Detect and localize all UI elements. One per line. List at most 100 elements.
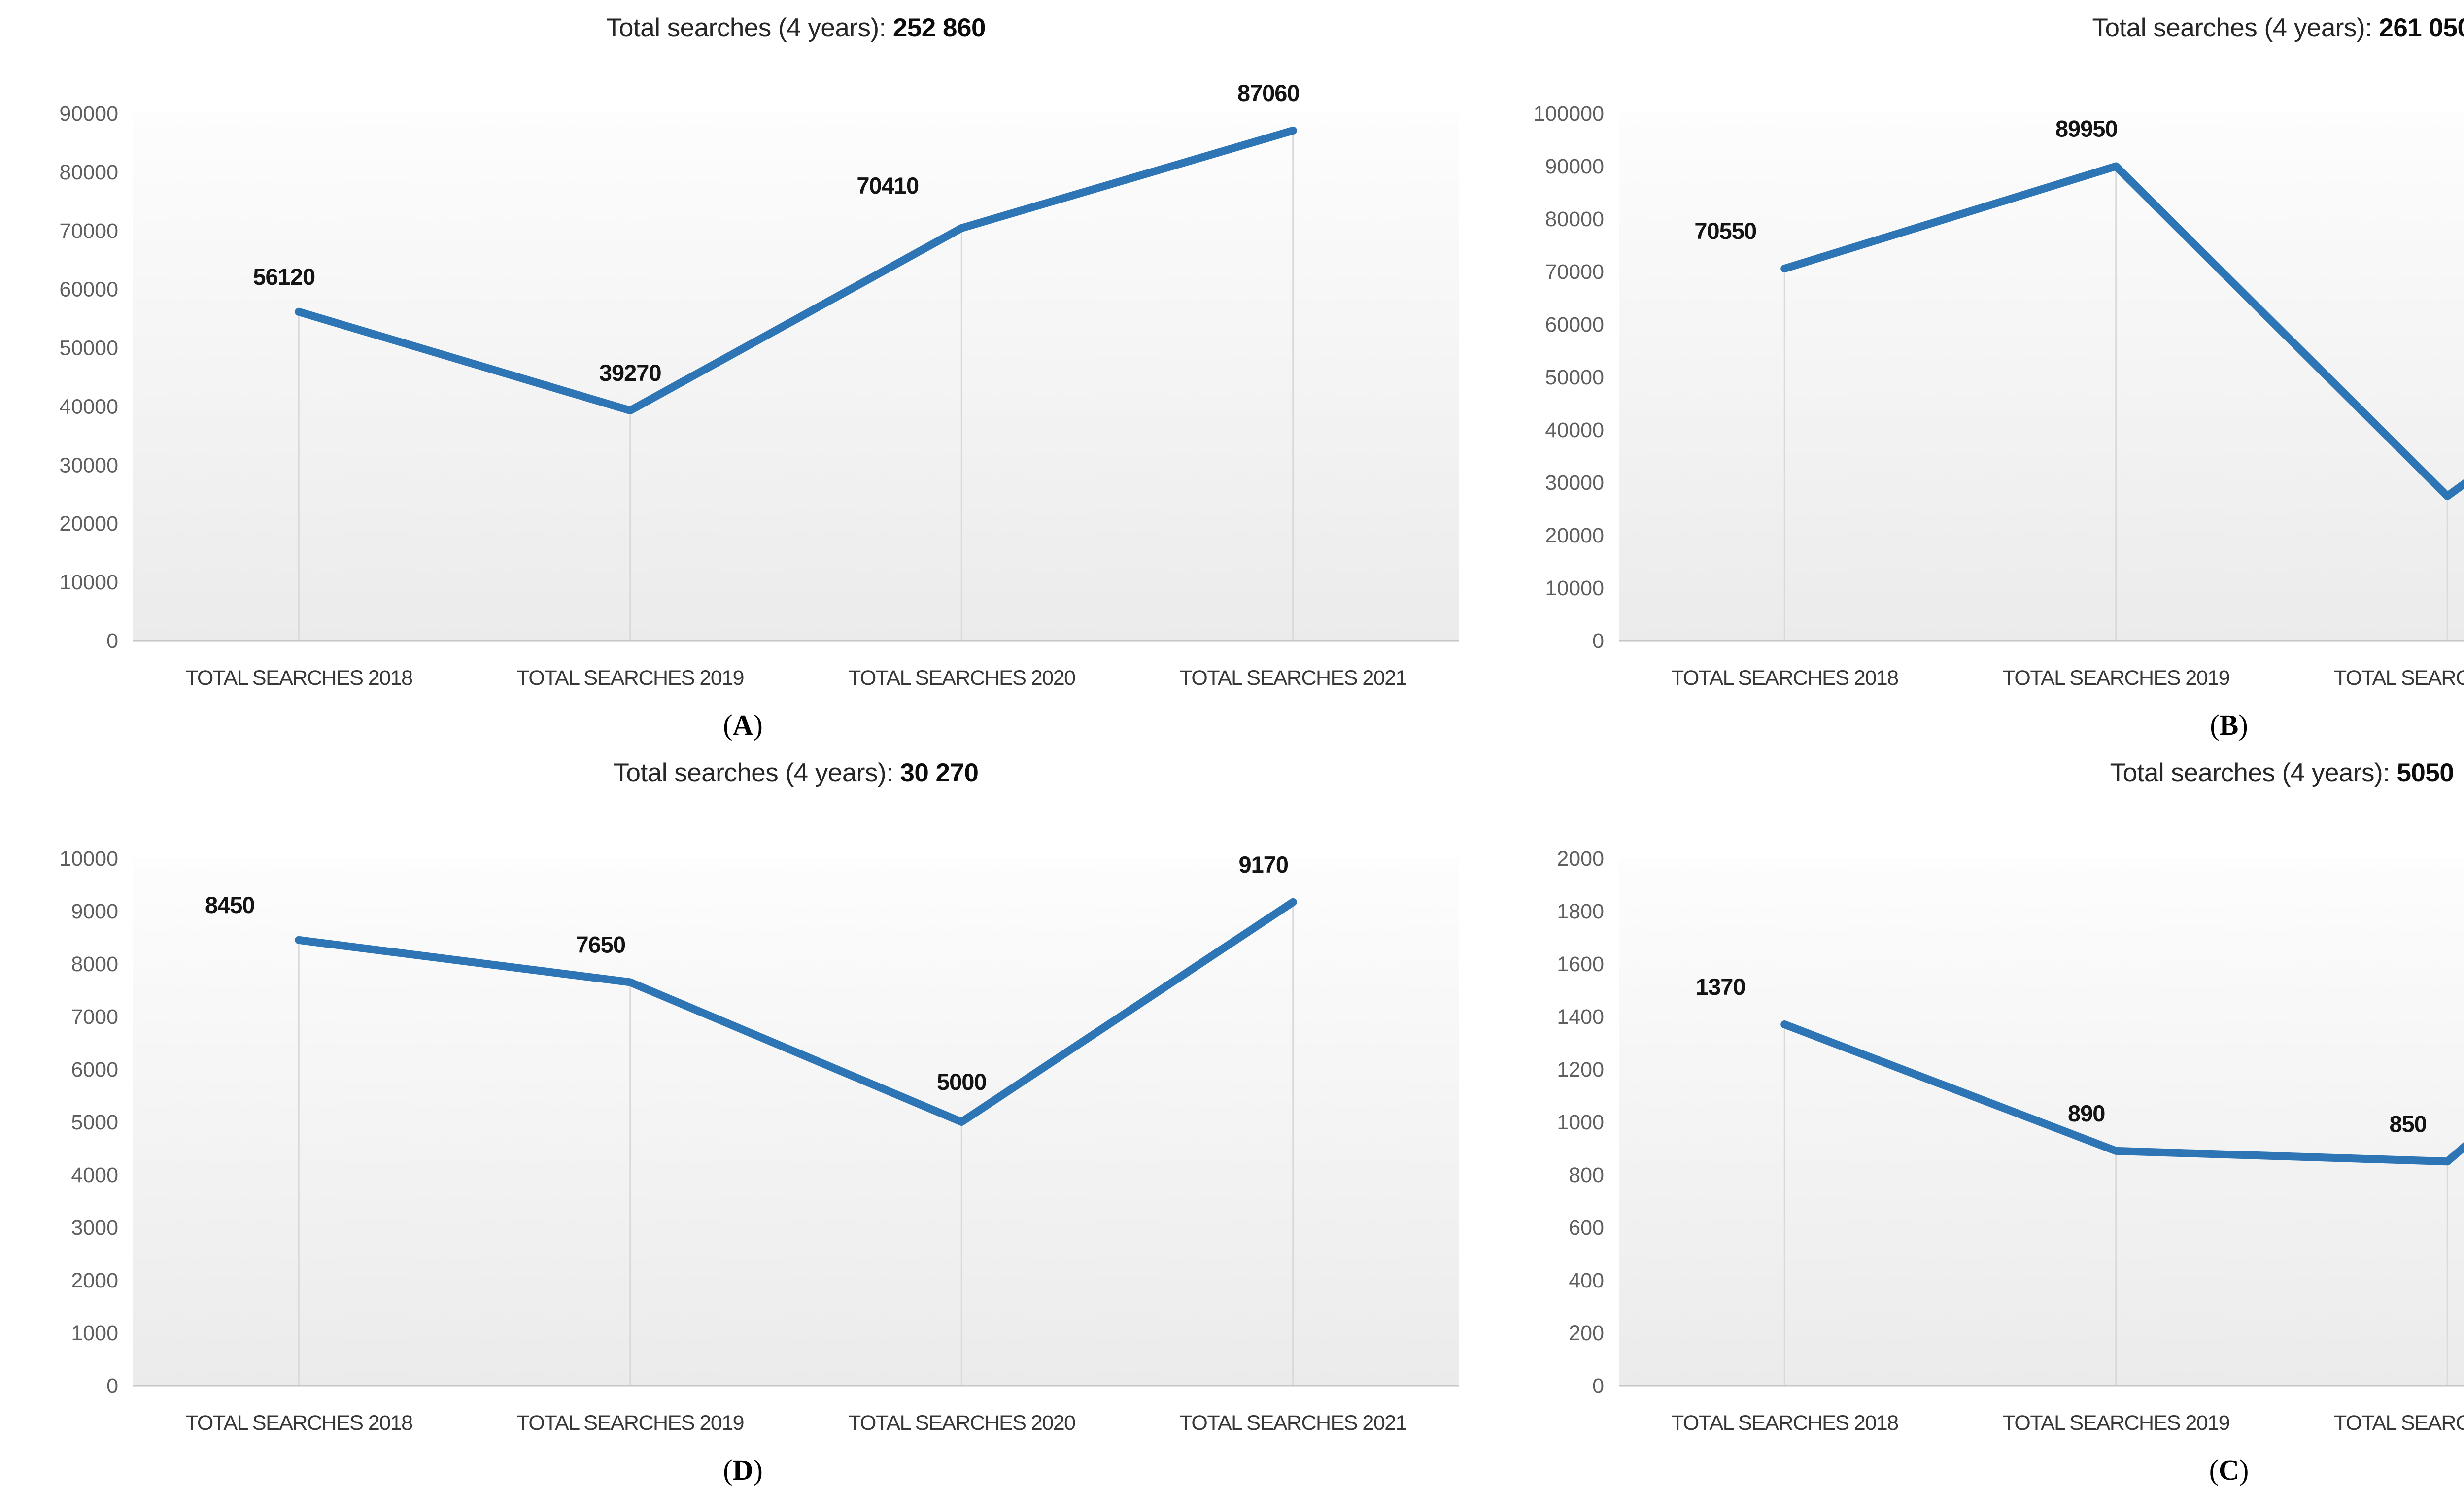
y-tick-label: 0 <box>1592 1374 1604 1398</box>
data-point-label: 87060 <box>1237 80 1300 106</box>
panel-label-paren-open: ( <box>2209 1454 2219 1486</box>
y-tick-label: 1200 <box>1557 1058 1604 1082</box>
chart-title-total: 5050 <box>2396 758 2454 787</box>
line-chart-a: 0 10000 20000 30000 40000 50000 60000 70000 8000… <box>59 80 1459 690</box>
data-point-label: 56120 <box>253 264 315 290</box>
x-category-label: TOTAL SEARCHES 2018 <box>1671 666 1898 690</box>
y-tick-label: 1000 <box>71 1321 118 1345</box>
y-tick-label: 80000 <box>59 161 118 184</box>
panel-d: Total searches (4 years): 30 270 0 1000 200… <box>0 745 1486 1490</box>
panel-label-letter: C <box>2219 1454 2239 1486</box>
chart-title-text: Total searches (4 years): <box>606 13 886 42</box>
y-tick-label: 600 <box>1569 1216 1604 1240</box>
chart-title: Total searches (4 years): 5050 <box>1486 745 2464 819</box>
x-category-label: TOTAL SEARCHES 2018 <box>1671 1411 1898 1435</box>
y-tick-label: 60000 <box>59 278 118 302</box>
y-tick-label: 70000 <box>59 219 118 243</box>
panel-label-paren-close: ) <box>2238 709 2248 741</box>
y-tick-label: 0 <box>106 1374 118 1398</box>
y-tick-label: 200 <box>1569 1321 1604 1345</box>
chart-title-text: Total searches (4 years): <box>613 758 893 787</box>
data-point-label: 890 <box>2068 1100 2105 1126</box>
series-line <box>295 126 1297 415</box>
panel-label-paren-open: ( <box>723 709 733 741</box>
y-tick-label: 0 <box>106 629 118 653</box>
y-tick-label: 80000 <box>1545 207 1604 231</box>
chart-title: Total searches (4 years): 30 270 <box>0 745 1486 819</box>
panel-b: Total searches (4 years): 261 050 0 10000 2… <box>1486 0 2464 745</box>
y-tick-label: 20000 <box>59 512 118 536</box>
series-line <box>1780 1020 2464 1166</box>
y-tick-label: 20000 <box>1545 524 1604 547</box>
x-category-label: TOTAL SEARCHES 2018 <box>185 1411 412 1435</box>
chart-title-total: 30 270 <box>900 758 979 787</box>
data-point-label: 70550 <box>1694 218 1756 244</box>
y-tick-label: 2000 <box>1557 847 1604 871</box>
y-tick-label: 10000 <box>59 571 118 594</box>
chart-title: Total searches (4 years): 252 860 <box>0 0 1486 74</box>
y-tick-label: 3000 <box>71 1216 118 1240</box>
y-tick-label: 70000 <box>1545 260 1604 284</box>
panel-label-paren-close: ) <box>753 1454 763 1486</box>
x-category-label: TOTAL SEARCHES 2018 <box>185 666 412 690</box>
data-point-label: 9170 <box>1238 851 1288 878</box>
panel-label-paren-close: ) <box>2239 1454 2249 1486</box>
data-point-label: 39270 <box>599 360 661 386</box>
x-category-label: TOTAL SEARCHES 2019 <box>516 666 744 690</box>
chart-title-total: 261 050 <box>2379 13 2464 42</box>
plot-area <box>133 113 1459 641</box>
panel-label-a: (A) <box>0 710 1486 745</box>
y-tick-label: 50000 <box>1545 366 1604 389</box>
y-tick-label: 10000 <box>1545 576 1604 600</box>
y-tick-label: 40000 <box>1545 418 1604 442</box>
panel-label-b: (B) <box>1486 710 2464 745</box>
y-tick-label: 0 <box>1592 629 1604 653</box>
y-tick-label: 100000 <box>1534 102 1605 126</box>
x-category-label: TOTAL SEARCHES 2021 <box>1179 1411 1406 1435</box>
x-category-label: TOTAL SEARCHES 2020 <box>2334 666 2464 690</box>
data-point-label: 8450 <box>205 892 255 918</box>
y-tick-label: 30000 <box>59 453 118 477</box>
y-tick-label: 50000 <box>59 337 118 360</box>
y-tick-label: 60000 <box>1545 313 1604 337</box>
y-tick-label: 90000 <box>1545 155 1604 178</box>
y-tick-label: 400 <box>1569 1269 1604 1292</box>
y-tick-label: 30000 <box>1545 471 1604 495</box>
y-tick-label: 7000 <box>71 1005 118 1029</box>
y-tick-label: 10000 <box>59 847 118 871</box>
y-tick-label: 1000 <box>1557 1111 1604 1134</box>
y-tick-label: 1800 <box>1557 900 1604 923</box>
x-category-label: TOTAL SEARCHES 2020 <box>2334 1411 2464 1435</box>
y-tick-label: 8000 <box>71 952 118 976</box>
panel-label-letter: A <box>732 709 753 741</box>
y-tick-label: 800 <box>1569 1163 1604 1187</box>
series-line <box>295 898 1297 1126</box>
x-category-label: TOTAL SEARCHES 2020 <box>848 666 1075 690</box>
data-point-label: 850 <box>2390 1111 2427 1137</box>
chart-title-text: Total searches (4 years): <box>2110 758 2390 787</box>
y-tick-label: 2000 <box>71 1269 118 1292</box>
x-category-label: TOTAL SEARCHES 2019 <box>516 1411 744 1435</box>
line-chart-c: 0 200 400 600 800 1000 1200 1400 1600 1800 2000 137… <box>1557 847 2464 1435</box>
y-tick-label: 5000 <box>71 1111 118 1134</box>
data-point-label: 7650 <box>576 931 625 957</box>
panel-a: Total searches (4 years): 252 860 0 10000 2… <box>0 0 1486 745</box>
panel-label-paren-open: ( <box>723 1454 733 1486</box>
panel-label-c: (C) <box>1486 1455 2464 1490</box>
chart-title: Total searches (4 years): 261 050 <box>1486 0 2464 74</box>
panel-label-paren-close: ) <box>753 709 763 741</box>
x-category-label: TOTAL SEARCHES 2019 <box>2002 666 2229 690</box>
plot-area <box>133 858 1459 1386</box>
data-point-label: 5000 <box>937 1069 987 1095</box>
line-chart-b: 0 10000 20000 30000 40000 50000 60000 70000 8000… <box>1534 102 2464 690</box>
y-tick-label: 1600 <box>1557 952 1604 976</box>
chart-title-total: 252 860 <box>892 13 986 42</box>
panel-label-paren-open: ( <box>2210 709 2220 741</box>
data-point-label: 70410 <box>856 172 919 199</box>
y-tick-label: 6000 <box>71 1058 118 1082</box>
data-point-label: 89950 <box>2055 116 2118 142</box>
panel-label-letter: D <box>732 1454 753 1486</box>
y-tick-label: 9000 <box>71 900 118 923</box>
panel-label-letter: B <box>2219 709 2239 741</box>
